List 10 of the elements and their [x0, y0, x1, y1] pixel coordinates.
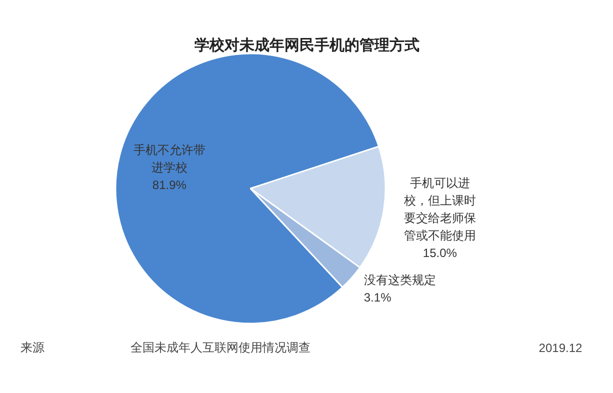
text: 2019.12 [538, 341, 583, 355]
slice-label: 没有这类规定 [364, 272, 436, 287]
slice-label: 手机可以进校，但上课时要交给老师保管或不能使用 [402, 176, 476, 242]
data-label: 81.9% [152, 178, 187, 192]
data-label: 3.1% [364, 290, 392, 304]
text: 全国未成年人互联网使用情况调查 [130, 340, 310, 354]
text: 来源 [20, 340, 44, 354]
chart-title: 学校对未成年网民手机的管理方式 [194, 36, 420, 54]
slice-label: 手机不允许带进学校 [133, 143, 206, 175]
data-label: 15.0% [422, 246, 458, 260]
